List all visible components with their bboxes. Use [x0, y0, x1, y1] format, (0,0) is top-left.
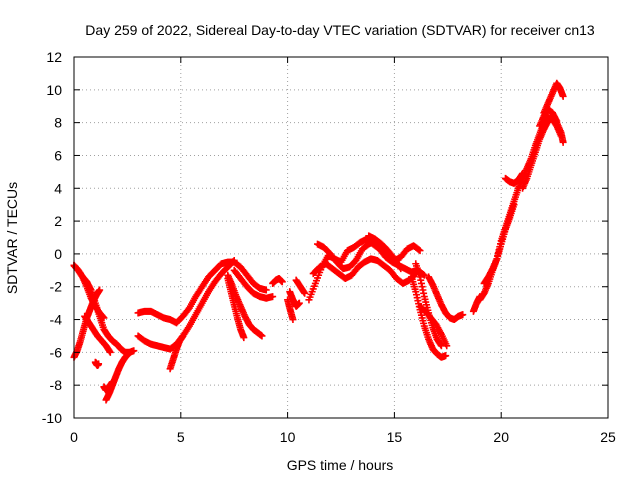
- x-tick-label: 10: [280, 429, 296, 445]
- y-tick-label: 12: [46, 49, 62, 65]
- data-point: [295, 299, 303, 307]
- x-axis-label: GPS time / hours: [287, 457, 394, 473]
- data-point: [240, 334, 248, 342]
- series-arc-ab: [480, 201, 518, 287]
- data-point: [179, 332, 187, 340]
- plot-frame: [73, 56, 609, 419]
- data-point: [415, 246, 423, 254]
- series-arc-h: [134, 258, 270, 327]
- series-arc-s: [309, 255, 420, 287]
- series-arc-af: [536, 106, 561, 130]
- y-tick-label: 0: [54, 246, 62, 262]
- series-arc-i: [134, 256, 238, 353]
- data-point: [510, 201, 518, 209]
- data-point: [416, 247, 424, 255]
- series-arc-g: [91, 358, 103, 369]
- y-tick-label: -2: [50, 279, 63, 295]
- data-point: [130, 347, 138, 355]
- y-tick-label: 8: [54, 115, 62, 131]
- series-arc-x: [425, 273, 467, 324]
- data-point: [442, 352, 450, 360]
- grid-lines: [74, 57, 608, 418]
- series-arc-e: [102, 350, 132, 404]
- series-arc-o: [284, 296, 297, 324]
- x-tick-label: 5: [177, 429, 185, 445]
- series-arc-l: [224, 275, 248, 342]
- series-arc-f: [100, 378, 116, 394]
- series-arc-ae: [540, 79, 567, 117]
- x-tick-label: 25: [600, 429, 616, 445]
- y-tick-label: -4: [50, 312, 63, 328]
- chart-title: Day 259 of 2022, Sidereal Day-to-day VTE…: [85, 22, 595, 38]
- data-point: [96, 286, 104, 294]
- data-point: [559, 92, 567, 100]
- data-points: [70, 79, 567, 404]
- data-point: [553, 117, 561, 125]
- data-point: [95, 360, 103, 368]
- data-point: [124, 350, 132, 358]
- y-tick-label: -8: [50, 377, 63, 393]
- y-tick-label: 6: [54, 147, 62, 163]
- series-arc-d: [81, 312, 114, 356]
- data-point: [459, 311, 467, 319]
- data-point: [289, 316, 297, 324]
- data-point: [230, 256, 238, 264]
- series-arc-ac: [501, 170, 527, 187]
- y-axis-label: SDTVAR / TECUs: [4, 182, 20, 294]
- data-point: [100, 314, 108, 322]
- axes: 0 5 10 15 20 25 -10 -8 -6 -4 -2 0 2 4 6 8 10 12: [42, 49, 616, 445]
- data-point: [108, 378, 116, 386]
- series-arc-u: [365, 232, 405, 273]
- data-point: [397, 265, 405, 273]
- y-tick-label: 2: [54, 213, 62, 229]
- series-arc-n: [269, 275, 286, 287]
- series-arc-y: [416, 302, 451, 350]
- data-point: [262, 286, 270, 294]
- series-arc-q: [292, 276, 309, 297]
- data-point: [559, 138, 567, 146]
- data-point: [278, 278, 286, 286]
- series-arc-m: [230, 266, 277, 302]
- x-tick-label: 15: [387, 429, 403, 445]
- data-point: [269, 293, 277, 301]
- data-point: [443, 342, 451, 350]
- series-arc-v: [407, 273, 450, 361]
- series-arc-j: [166, 332, 187, 373]
- series-arc-p: [286, 288, 303, 310]
- y-tick-label: -6: [50, 344, 63, 360]
- data-point: [301, 289, 309, 297]
- y-tick-label: 10: [46, 82, 62, 98]
- data-point: [106, 348, 114, 356]
- x-tick-label: 20: [493, 429, 509, 445]
- data-point: [229, 258, 237, 266]
- x-tick-label: 0: [70, 429, 78, 445]
- y-tick-label: -10: [42, 410, 62, 426]
- y-tick-label: 4: [54, 180, 62, 196]
- data-point: [258, 332, 266, 340]
